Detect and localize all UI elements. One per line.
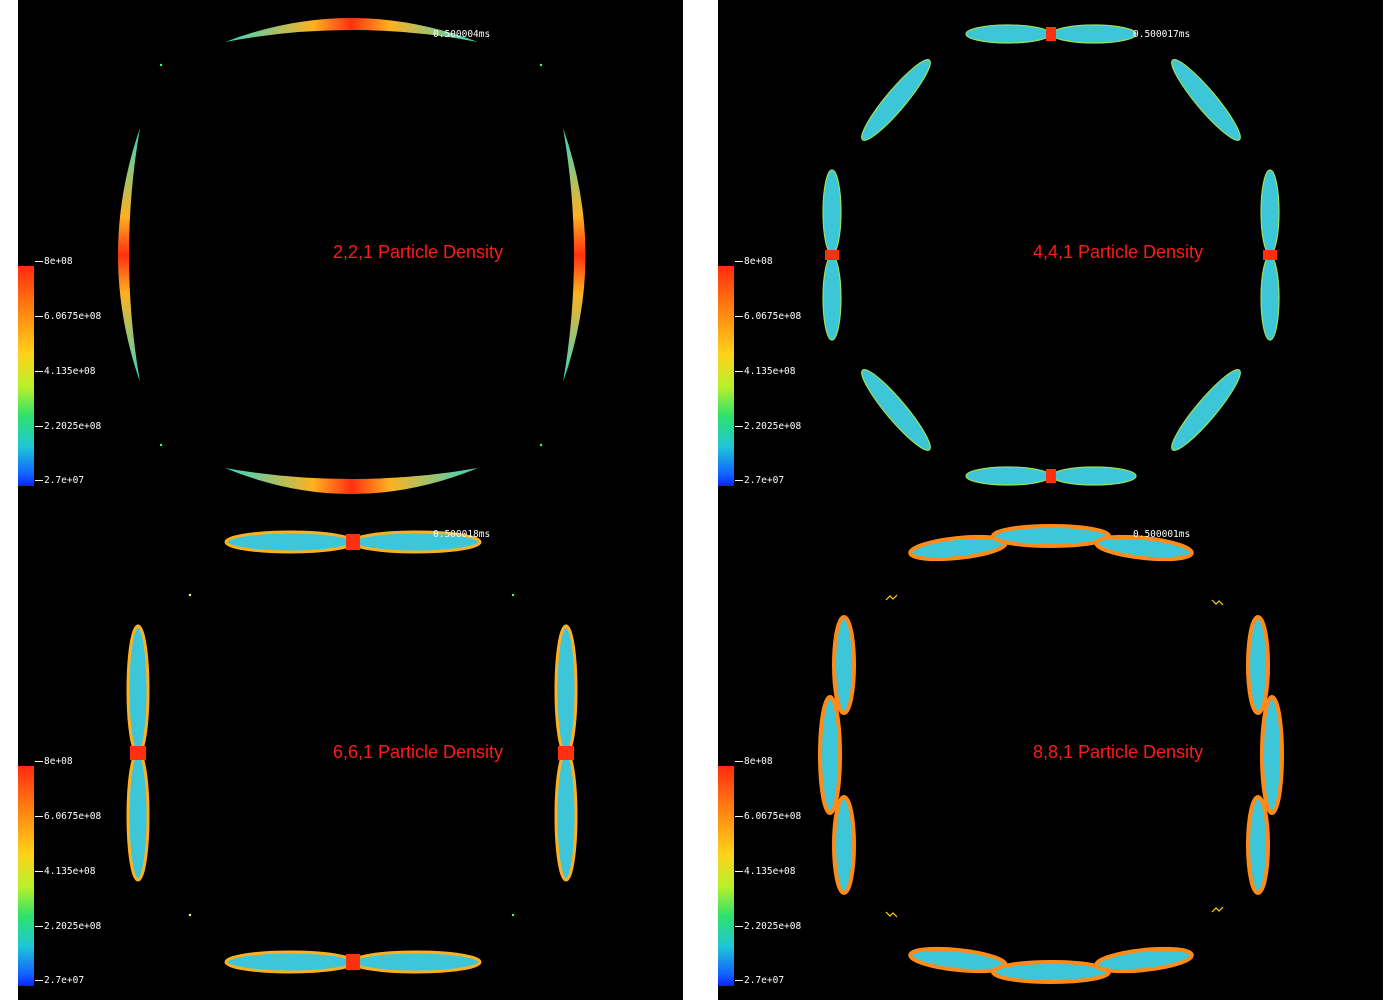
colorbar-label: 2.2025e+08: [735, 921, 801, 932]
panel-6-6-1: 6,6,1 Particle Density 0.500018ms 8e+08 …: [18, 500, 683, 1000]
colorbar-label-min: 2.7e+07: [35, 975, 84, 986]
colorbar-label: 2.2025e+08: [35, 921, 101, 932]
panel-2-2-1: 2,2,1 Particle Density 0.500004ms 8e+08 …: [18, 0, 683, 500]
colorbar-label: 4.135e+08: [735, 866, 795, 877]
panel-title: 2,2,1 Particle Density: [332, 242, 504, 262]
colorbar-label-min: 2.7e+07: [35, 475, 84, 486]
colorbar-label-max: 8e+08: [35, 756, 73, 767]
panel-title: 8,8,1 Particle Density: [1032, 742, 1204, 762]
colorbar-label: 4.135e+08: [35, 866, 95, 877]
colorbar-label-max: 8e+08: [735, 256, 773, 267]
colorbar-label: 2.2025e+08: [735, 421, 801, 432]
panel-timestamp: 0.500004ms: [433, 29, 491, 40]
colorbar: [18, 266, 34, 486]
panel-timestamp: 0.500017ms: [1133, 29, 1191, 40]
colorbar-label: 4.135e+08: [35, 366, 95, 377]
colorbar-label: 6.0675e+08: [35, 311, 101, 322]
colorbar-label-min: 2.7e+07: [735, 975, 784, 986]
panel-timestamp: 0.500018ms: [433, 529, 491, 540]
particle-field-8-8-1: [818, 524, 1284, 984]
panel-title: 6,6,1 Particle Density: [332, 742, 504, 762]
particle-field-6-6-1: [126, 530, 578, 974]
panel-title: 4,4,1 Particle Density: [1032, 242, 1204, 262]
colorbar-label: 6.0675e+08: [35, 811, 101, 822]
colorbar-label-max: 8e+08: [35, 256, 73, 267]
panel-8-8-1: 8,8,1 Particle Density 0.500001ms 8e+08 …: [718, 500, 1383, 1000]
colorbar-label: 2.2025e+08: [35, 421, 101, 432]
colorbar-label: 4.135e+08: [735, 366, 795, 377]
colorbar-label: 6.0675e+08: [735, 811, 801, 822]
panel-4-4-1: 4,4,1 Particle Density 0.500017ms 8e+08 …: [718, 0, 1383, 500]
panel-timestamp: 0.500001ms: [1133, 529, 1191, 540]
particle-field-2-2-1: [118, 18, 586, 494]
particle-field-4-4-1: [822, 24, 1280, 486]
colorbar-label-max: 8e+08: [735, 756, 773, 767]
colorbar: [718, 766, 734, 986]
colorbar: [18, 766, 34, 986]
colorbar-label: 6.0675e+08: [735, 311, 801, 322]
colorbar-label-min: 2.7e+07: [735, 475, 784, 486]
colorbar: [718, 266, 734, 486]
